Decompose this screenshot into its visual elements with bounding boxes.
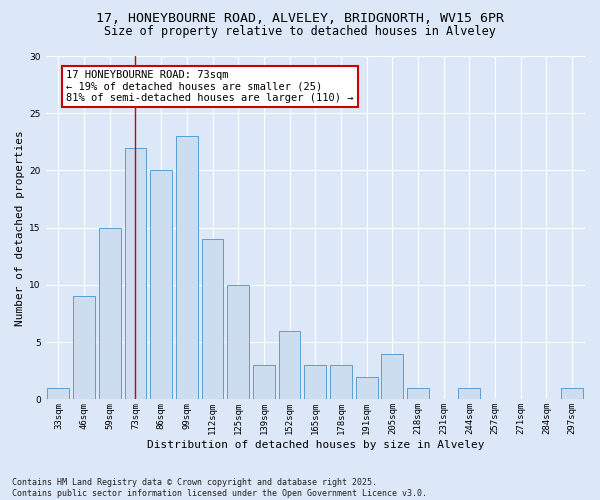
Bar	[47, 388, 69, 400]
Bar	[150, 170, 172, 400]
Bar	[73, 296, 95, 400]
Text: 17 HONEYBOURNE ROAD: 73sqm
← 19% of detached houses are smaller (25)
81% of semi: 17 HONEYBOURNE ROAD: 73sqm ← 19% of deta…	[66, 70, 353, 103]
Bar	[304, 365, 326, 400]
Bar	[253, 365, 275, 400]
Bar	[202, 239, 223, 400]
Bar	[99, 228, 121, 400]
Y-axis label: Number of detached properties: Number of detached properties	[15, 130, 25, 326]
Bar	[458, 388, 481, 400]
Bar	[356, 376, 377, 400]
Bar	[176, 136, 198, 400]
Text: 17, HONEYBOURNE ROAD, ALVELEY, BRIDGNORTH, WV15 6PR: 17, HONEYBOURNE ROAD, ALVELEY, BRIDGNORT…	[96, 12, 504, 26]
Bar	[227, 285, 249, 400]
Bar	[561, 388, 583, 400]
Bar	[125, 148, 146, 400]
Bar	[382, 354, 403, 400]
Bar	[330, 365, 352, 400]
Bar	[278, 330, 301, 400]
X-axis label: Distribution of detached houses by size in Alveley: Distribution of detached houses by size …	[146, 440, 484, 450]
Text: Size of property relative to detached houses in Alveley: Size of property relative to detached ho…	[104, 25, 496, 38]
Text: Contains HM Land Registry data © Crown copyright and database right 2025.
Contai: Contains HM Land Registry data © Crown c…	[12, 478, 427, 498]
Bar	[407, 388, 429, 400]
